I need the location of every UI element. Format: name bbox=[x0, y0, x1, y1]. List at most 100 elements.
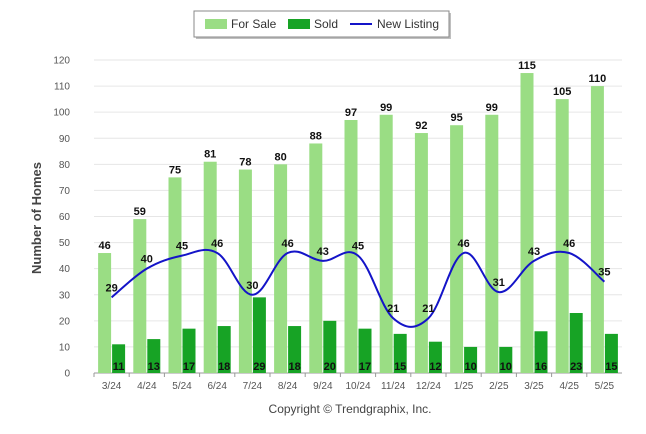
bar-for-sale bbox=[555, 99, 569, 373]
bar-sold bbox=[358, 328, 372, 373]
bar-sold bbox=[499, 346, 513, 373]
x-axis-ticks: 3/24 4/24 5/24 6/24 7/24 8/24 9/24 10/24 11/24 12… bbox=[93, 373, 615, 392]
x-tick-label: 7/24 bbox=[243, 381, 263, 392]
data-label-for-sale: 110 bbox=[589, 73, 607, 85]
bar-sold bbox=[534, 331, 548, 373]
data-label-for-sale: 88 bbox=[310, 130, 322, 142]
bar-for-sale bbox=[379, 114, 393, 374]
data-label-sold: 12 bbox=[429, 361, 441, 373]
data-label-new-listing: 45 bbox=[176, 241, 188, 253]
data-label-new-listing: 35 bbox=[598, 267, 610, 279]
legend-label-for-sale: For Sale bbox=[231, 17, 277, 31]
bar-sold bbox=[464, 346, 478, 373]
bar-sold bbox=[428, 341, 442, 373]
bar-for-sale bbox=[344, 119, 358, 373]
bars-layer bbox=[98, 73, 618, 374]
line-new-listing bbox=[110, 249, 606, 328]
bar-sold bbox=[393, 333, 407, 373]
data-label-sold: 17 bbox=[359, 361, 371, 373]
data-label-for-sale: 97 bbox=[345, 107, 357, 119]
x-tick-label: 9/24 bbox=[313, 381, 333, 392]
data-label-for-sale: 95 bbox=[450, 112, 462, 124]
x-tick-label: 5/24 bbox=[172, 381, 192, 392]
bar-sold bbox=[182, 328, 196, 373]
bar-for-sale bbox=[450, 125, 464, 373]
data-label-new-listing: 21 bbox=[387, 303, 399, 315]
bar-for-sale bbox=[590, 86, 604, 373]
y-tick-label: 70 bbox=[59, 186, 71, 197]
bar-sold bbox=[604, 333, 618, 373]
y-tick-label: 20 bbox=[59, 316, 71, 327]
bar-sold bbox=[252, 297, 266, 373]
copyright-footer: Copyright © Trendgraphix, Inc. bbox=[269, 402, 432, 416]
y-tick-label: 30 bbox=[59, 290, 71, 301]
data-label-sold: 29 bbox=[253, 361, 265, 373]
bar-sold bbox=[147, 339, 161, 373]
x-tick-label: 3/24 bbox=[102, 381, 122, 392]
data-label-new-listing: 29 bbox=[105, 282, 117, 294]
data-label-new-listing: 46 bbox=[563, 238, 575, 250]
y-tick-label: 0 bbox=[64, 369, 70, 380]
legend-swatch-sold bbox=[288, 19, 310, 29]
data-label-new-listing: 21 bbox=[422, 303, 434, 315]
data-label-for-sale: 59 bbox=[134, 206, 146, 218]
data-label-sold: 20 bbox=[324, 361, 336, 373]
bar-for-sale bbox=[238, 169, 252, 373]
data-label-sold: 23 bbox=[570, 361, 582, 373]
data-label-sold: 16 bbox=[535, 361, 547, 373]
data-label-sold: 13 bbox=[148, 361, 160, 373]
x-tick-label: 5/25 bbox=[595, 381, 615, 392]
line-layer bbox=[110, 249, 606, 328]
data-label-sold: 15 bbox=[394, 361, 406, 373]
x-tick-label: 4/24 bbox=[137, 381, 157, 392]
y-tick-label: 10 bbox=[59, 342, 71, 353]
data-label-new-listing: 40 bbox=[141, 254, 153, 266]
data-labels-layer: 46 11 59 13 75 17 81 18 78 29 80 18 88 20 97 17 99 15 92 12… bbox=[98, 60, 617, 373]
data-label-for-sale: 75 bbox=[169, 164, 181, 176]
data-label-new-listing: 31 bbox=[493, 277, 505, 289]
bar-for-sale bbox=[133, 219, 147, 373]
legend-label-new-listing: New Listing bbox=[377, 17, 439, 31]
legend-box bbox=[193, 10, 450, 38]
bar-for-sale bbox=[274, 164, 288, 373]
legend: For Sale Sold New Listing bbox=[193, 10, 451, 39]
bar-sold bbox=[112, 344, 126, 373]
grid-layer bbox=[94, 59, 622, 374]
x-tick-label: 12/24 bbox=[416, 381, 441, 392]
y-tick-label: 60 bbox=[59, 212, 71, 223]
data-label-sold: 10 bbox=[500, 361, 512, 373]
legend-label-sold: Sold bbox=[314, 17, 338, 31]
bar-for-sale bbox=[520, 73, 534, 374]
data-label-new-listing: 46 bbox=[211, 238, 223, 250]
bar-sold bbox=[569, 313, 583, 373]
data-label-sold: 18 bbox=[288, 361, 300, 373]
y-axis-ticks: 0 10 20 30 40 50 60 70 80 90 100 110 120 bbox=[53, 56, 70, 380]
bar-sold bbox=[217, 326, 231, 373]
data-label-for-sale: 46 bbox=[98, 240, 110, 252]
y-tick-label: 100 bbox=[53, 108, 70, 119]
data-label-new-listing: 46 bbox=[457, 238, 469, 250]
y-tick-label: 90 bbox=[59, 134, 71, 145]
y-axis-title: Number of Homes bbox=[29, 162, 44, 274]
bar-for-sale bbox=[203, 161, 217, 373]
y-tick-label: 110 bbox=[54, 82, 70, 93]
y-tick-label: 120 bbox=[53, 56, 70, 67]
data-label-for-sale: 115 bbox=[518, 60, 536, 72]
bar-sold bbox=[288, 326, 302, 373]
x-tick-label: 4/25 bbox=[559, 381, 579, 392]
x-tick-label: 1/25 bbox=[454, 381, 474, 392]
bar-for-sale bbox=[485, 114, 499, 374]
data-label-new-listing: 43 bbox=[528, 246, 540, 258]
data-label-sold: 18 bbox=[218, 361, 230, 373]
y-tick-label: 50 bbox=[59, 238, 71, 249]
y-tick-label: 80 bbox=[59, 160, 71, 171]
bar-for-sale bbox=[168, 177, 182, 373]
y-tick-label: 40 bbox=[59, 264, 71, 275]
x-tick-label: 6/24 bbox=[207, 381, 227, 392]
x-tick-label: 10/24 bbox=[345, 381, 370, 392]
data-label-for-sale: 92 bbox=[415, 120, 427, 132]
bar-for-sale bbox=[414, 133, 428, 373]
data-label-new-listing: 45 bbox=[352, 241, 364, 253]
bar-sold bbox=[323, 320, 337, 373]
